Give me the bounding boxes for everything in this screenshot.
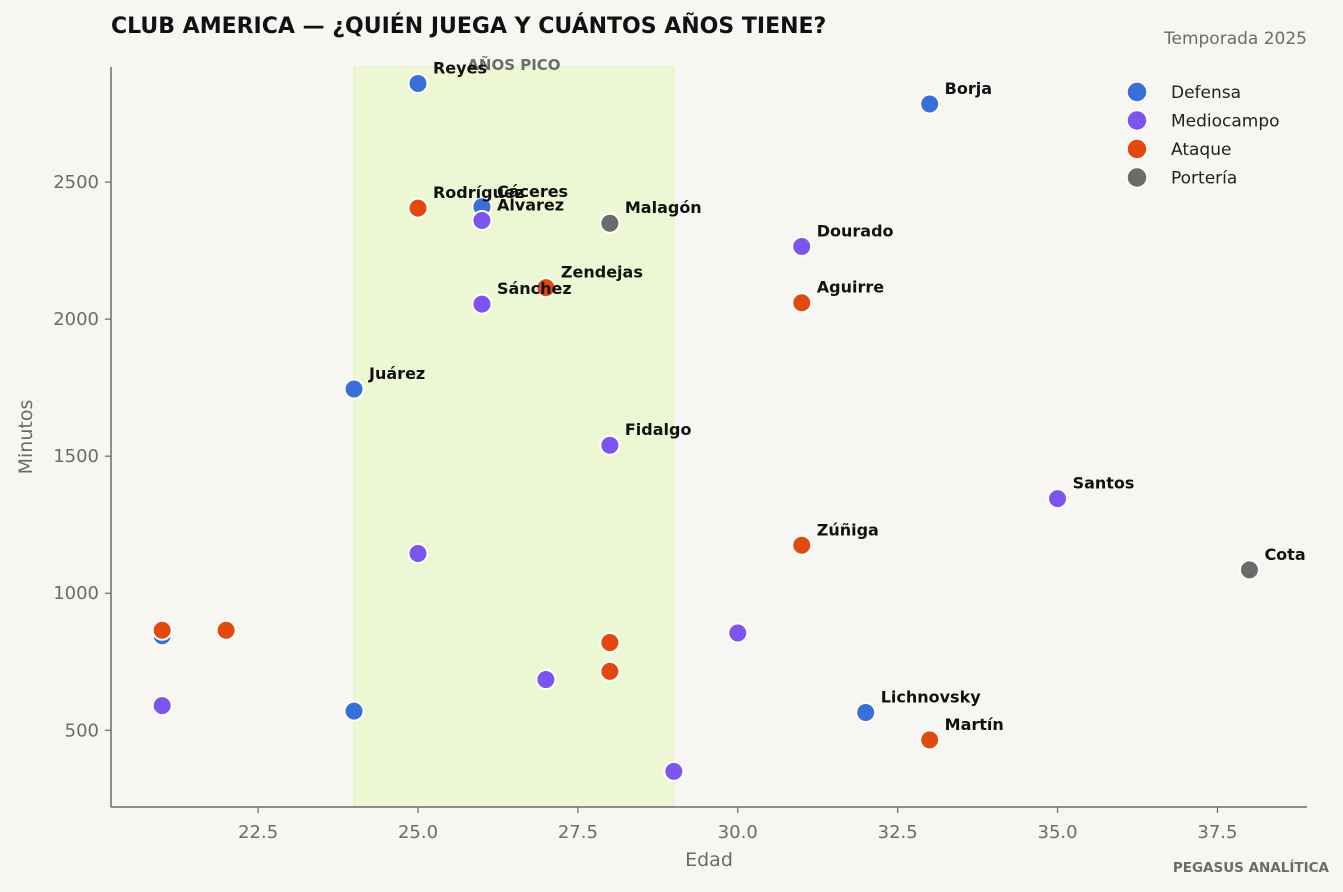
brand-label: PEGASUS ANALÍTICA	[1172, 860, 1329, 876]
data-point	[663, 760, 685, 782]
data-point	[727, 622, 749, 644]
data-point	[471, 209, 493, 231]
data-point	[599, 632, 621, 654]
data-point	[343, 700, 365, 722]
y-tick-label: 500	[65, 720, 99, 741]
legend-label: Mediocampo	[1171, 112, 1280, 132]
peak-band-layer: AÑOS PICO	[353, 55, 675, 808]
point-label: Fidalgo	[625, 420, 692, 439]
data-point	[791, 534, 813, 556]
data-point	[215, 619, 237, 641]
point-label: Reyes	[433, 58, 487, 77]
point-label: Santos	[1073, 474, 1135, 493]
data-point	[919, 93, 941, 115]
point-label: Dourado	[817, 222, 894, 241]
peak-age-band	[353, 66, 675, 808]
point-label: Cota	[1264, 545, 1305, 564]
point-label: Borja	[945, 79, 992, 98]
legend-label: Ataque	[1171, 140, 1231, 160]
point-label: Álvarez	[497, 195, 564, 214]
data-point	[151, 619, 173, 641]
point-label: Zúñiga	[817, 520, 879, 539]
point-label: Cáceres	[497, 182, 568, 201]
data-point	[599, 434, 621, 456]
legend-label: Defensa	[1171, 83, 1241, 103]
chart-title: CLUB AMERICA — ¿QUIÉN JUEGA Y CUÁNTOS AÑ…	[111, 14, 827, 39]
data-point	[535, 669, 557, 691]
point-label: Sánchez	[497, 279, 572, 298]
legend-label: Portería	[1171, 169, 1237, 189]
y-tick-label: 2000	[53, 309, 99, 330]
x-tick-label: 32.5	[878, 822, 918, 843]
data-point	[471, 293, 493, 315]
y-tick-label: 1500	[53, 446, 99, 467]
x-tick-label: 37.5	[1197, 822, 1237, 843]
x-tick-label: 22.5	[238, 822, 278, 843]
legend: Defensa Mediocampo Ataque Portería	[1126, 81, 1280, 189]
axes-layer: 22.5 25.0 27.5 30.0 32.5 35.0 37.5 500 1000 1500 2…	[15, 67, 1307, 871]
point-label: Malagón	[625, 198, 702, 217]
data-point	[599, 660, 621, 682]
data-point	[855, 701, 877, 723]
data-point	[791, 292, 813, 314]
data-point	[1238, 559, 1260, 581]
point-label: Lichnovsky	[881, 687, 982, 706]
x-tick-label: 35.0	[1038, 822, 1078, 843]
point-label: Aguirre	[817, 278, 884, 297]
data-point	[407, 542, 429, 564]
data-point	[343, 378, 365, 400]
data-point	[151, 695, 173, 717]
legend-marker	[1126, 109, 1148, 132]
point-label: Rodríguez	[433, 183, 524, 202]
point-label: Juárez	[368, 364, 425, 383]
data-point	[791, 236, 813, 258]
data-point	[535, 277, 557, 299]
points-layer	[151, 72, 1260, 782]
y-tick-label: 1000	[53, 583, 99, 604]
point-label: Zendejas	[561, 263, 643, 282]
point-label: Martín	[945, 715, 1004, 734]
data-point	[599, 212, 621, 234]
y-axis-label: Minutos	[15, 400, 37, 475]
legend-marker	[1126, 166, 1148, 189]
x-tick-label: 27.5	[558, 822, 598, 843]
data-point	[407, 197, 429, 219]
y-tick-label: 2500	[53, 172, 99, 193]
legend-marker	[1126, 81, 1148, 103]
peak-age-label: AÑOS PICO	[467, 55, 560, 74]
legend-marker	[1126, 138, 1148, 160]
data-point	[1047, 488, 1069, 510]
x-tick-label: 25.0	[398, 822, 438, 843]
data-point	[919, 729, 941, 751]
x-axis-label: Edad	[685, 849, 733, 871]
x-tick-label: 30.0	[718, 822, 758, 843]
data-point	[407, 72, 429, 94]
season-label: Temporada 2025	[1164, 29, 1307, 49]
